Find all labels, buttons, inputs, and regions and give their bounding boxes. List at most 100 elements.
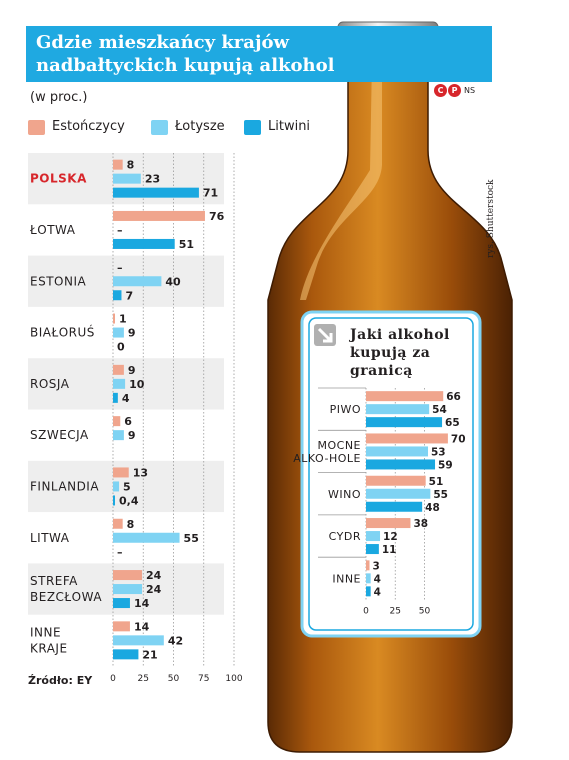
data-label: 6 bbox=[124, 415, 132, 428]
category-label: ROSJA bbox=[30, 377, 70, 391]
legend-swatch bbox=[151, 120, 168, 135]
bar bbox=[113, 159, 123, 170]
bar bbox=[113, 187, 199, 198]
inset-bar bbox=[366, 475, 426, 486]
inset-bar bbox=[366, 518, 411, 529]
category-label: LITWA bbox=[30, 531, 70, 545]
inset-category-label: CYDR bbox=[329, 530, 361, 543]
data-label: – bbox=[117, 261, 123, 274]
legend-swatch bbox=[28, 120, 45, 135]
bar bbox=[113, 495, 115, 506]
data-label: – bbox=[117, 224, 123, 237]
legend-label: Łotysze bbox=[175, 119, 225, 134]
inset-bar bbox=[366, 560, 370, 571]
data-label: 0,4 bbox=[119, 494, 139, 507]
legend-label: Estończycy bbox=[52, 119, 125, 134]
inset-data-label: 4 bbox=[374, 573, 381, 585]
category-label: SZWECJA bbox=[30, 428, 89, 442]
category-label: POLSKA bbox=[30, 172, 87, 186]
x-tick-label: 75 bbox=[198, 674, 209, 684]
inset-bar bbox=[366, 544, 379, 555]
data-label: – bbox=[117, 546, 123, 559]
data-label: 8 bbox=[127, 159, 135, 172]
inset-bar bbox=[366, 501, 423, 512]
data-label: 10 bbox=[129, 378, 145, 391]
data-label: 4 bbox=[122, 392, 130, 405]
data-label: 71 bbox=[203, 187, 218, 200]
data-label: 1 bbox=[119, 313, 127, 326]
inset-data-label: 3 bbox=[373, 560, 380, 572]
data-label: 24 bbox=[146, 569, 162, 582]
inset-data-label: 59 bbox=[438, 459, 453, 471]
copyright-p-icon: P bbox=[448, 84, 461, 97]
inset-chart-title: Jaki alkohol kupują za granicą bbox=[350, 327, 450, 379]
bar bbox=[113, 238, 175, 249]
x-tick-label: 25 bbox=[138, 674, 149, 684]
data-label: 21 bbox=[142, 648, 157, 661]
inset-bar bbox=[366, 404, 430, 415]
data-label: 5 bbox=[123, 480, 131, 493]
bar bbox=[113, 364, 124, 375]
inset-data-label: 12 bbox=[383, 531, 398, 543]
data-label: 13 bbox=[133, 466, 148, 479]
data-label: 23 bbox=[145, 173, 160, 186]
inset-data-label: 11 bbox=[382, 544, 397, 556]
bar bbox=[113, 173, 141, 184]
bar bbox=[113, 392, 118, 403]
inset-bar bbox=[366, 446, 429, 457]
bar bbox=[113, 635, 164, 646]
bar bbox=[113, 430, 124, 441]
bar bbox=[113, 416, 121, 427]
inset-data-label: 38 bbox=[413, 518, 428, 530]
data-label: 51 bbox=[179, 238, 194, 251]
inset-category-label: INNE bbox=[332, 572, 361, 585]
bar bbox=[113, 481, 120, 492]
row-band bbox=[28, 358, 224, 410]
bar bbox=[113, 276, 162, 287]
inset-category-label: WINO bbox=[328, 488, 361, 501]
bar bbox=[113, 467, 129, 478]
data-label: 9 bbox=[128, 364, 136, 377]
category-label: FINLANDIA bbox=[30, 479, 99, 493]
bar bbox=[113, 598, 130, 609]
inset-bar bbox=[366, 459, 436, 470]
bar bbox=[113, 313, 115, 324]
x-tick-label: 50 bbox=[168, 674, 180, 684]
data-label: 24 bbox=[146, 583, 162, 596]
data-label: 76 bbox=[209, 210, 225, 223]
data-label: 8 bbox=[127, 518, 135, 531]
bar bbox=[113, 327, 124, 338]
copyright-cp-icon: C bbox=[434, 84, 447, 97]
inset-bar bbox=[366, 488, 431, 499]
legend-swatch bbox=[244, 120, 261, 135]
inset-data-label: 54 bbox=[432, 404, 447, 416]
inset-bar bbox=[366, 586, 371, 597]
x-tick-label: 100 bbox=[225, 674, 242, 684]
category-label: BIAŁORUŚ bbox=[30, 325, 95, 340]
inset-category-label: PIWO bbox=[330, 403, 361, 416]
inset-data-label: 70 bbox=[451, 433, 466, 445]
category-label: ESTONIA bbox=[30, 274, 86, 288]
inset-bar bbox=[366, 573, 371, 584]
bar bbox=[113, 210, 205, 221]
unit-label: (w proc.) bbox=[30, 90, 88, 105]
bar bbox=[113, 584, 143, 595]
inset-x-tick-label: 25 bbox=[390, 607, 401, 617]
bar bbox=[113, 378, 126, 389]
category-label: STREFA BEZCŁOWA bbox=[30, 574, 102, 604]
inset-bar bbox=[366, 531, 381, 542]
data-label: 9 bbox=[128, 429, 136, 442]
data-label: 0 bbox=[117, 341, 125, 354]
bar bbox=[113, 532, 180, 543]
data-label: 40 bbox=[165, 275, 181, 288]
title-banner bbox=[26, 26, 492, 82]
data-label: 55 bbox=[184, 532, 199, 545]
inset-data-label: 66 bbox=[446, 391, 461, 403]
inset-bar bbox=[366, 433, 448, 444]
inset-data-label: 55 bbox=[433, 489, 448, 501]
category-label: INNE KRAJE bbox=[30, 625, 68, 655]
legend-label: Litwini bbox=[268, 119, 311, 134]
category-label: ŁOTWA bbox=[29, 223, 76, 237]
inset-bar bbox=[366, 417, 443, 428]
